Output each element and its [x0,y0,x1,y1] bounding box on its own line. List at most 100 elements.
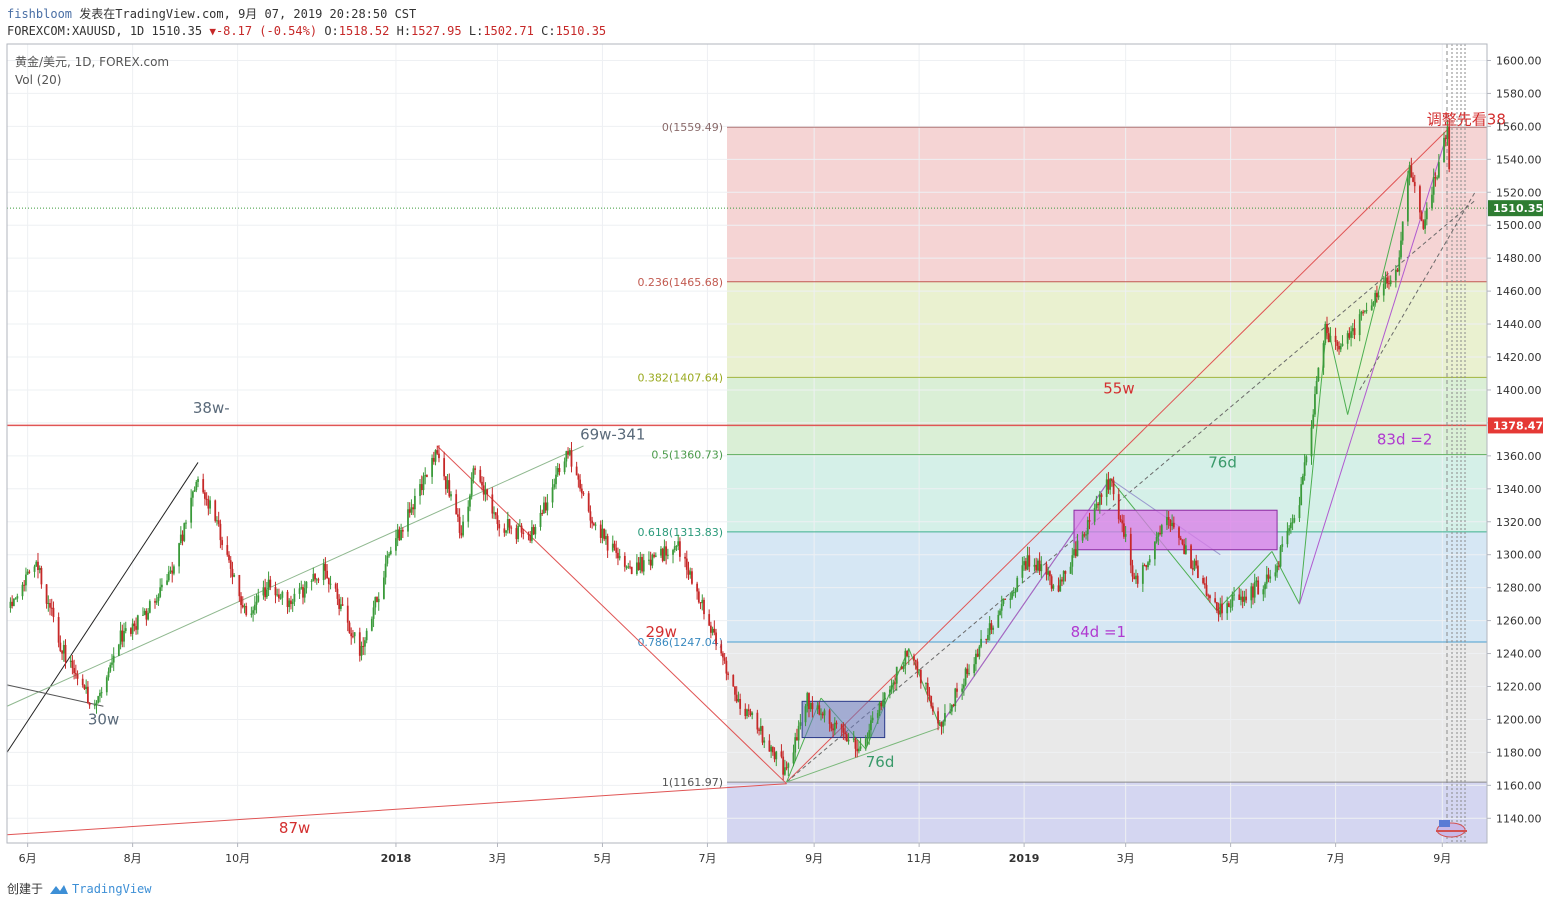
time-axis: 6月 8月 10月 2018 3月 5月 7月 9月 11月 2019 3月 5月 7月 9月 [19,843,1451,865]
time-tick-label: 11月 [907,852,932,865]
candle-body [1023,561,1026,566]
candle-body [1098,494,1101,506]
price-tick-label: 1540.00 [1496,153,1542,166]
candle-body [346,605,349,623]
candle-body [424,475,427,477]
candle-body [155,600,158,603]
wedge-line [1298,132,1448,605]
candle-body [1374,292,1377,303]
candle-body [1413,181,1416,187]
flag-icon[interactable] [1436,820,1467,838]
time-tick-label: 9月 [1433,852,1451,865]
candle-body [1377,295,1380,298]
candle-body [854,738,857,749]
candle-body [968,673,970,675]
tradingview-link[interactable]: TradingView [49,882,152,896]
candle-body [615,547,618,553]
candle-body [228,554,230,561]
candle-body [131,623,134,634]
candle-body [221,540,224,546]
candle-body [1021,565,1024,578]
candle-body [183,523,186,541]
candle-body [302,587,304,598]
candle-body [1193,560,1196,570]
candle-body [522,532,525,534]
candle-body [1279,546,1282,567]
candle-body [992,627,995,630]
candle-body [76,674,79,679]
candle-body [1002,598,1005,604]
candle-body [167,571,170,581]
candle-body [193,490,196,492]
candle-body [871,717,874,721]
candle-body [1028,555,1031,567]
candle-body [216,520,218,522]
candle-body [298,588,301,594]
candle-body [1095,503,1098,508]
candle-body [1238,594,1241,600]
candle-body [1302,475,1304,485]
candle-body [61,650,63,654]
candle-body [723,657,726,661]
candle-body [679,541,681,557]
candle-body [1011,592,1013,599]
candle-body [722,653,724,658]
chart-annotation: 调整先看38 [1427,111,1506,129]
candle-body [16,596,19,599]
candle-body [205,498,208,500]
candle-body [558,468,561,473]
candle-body [352,636,354,638]
candle-body [1012,592,1015,594]
candle-body [1205,584,1208,596]
close-label: C: [541,24,556,38]
candle-body [1269,576,1272,579]
candle-body [288,600,291,607]
last-price-label: 1510.35 [1493,202,1543,215]
candle-body [1396,269,1399,272]
candle-body [1049,571,1051,577]
candle-body [938,722,941,724]
candle-body [496,515,499,525]
candle-body [852,738,855,740]
candle-body [431,457,433,477]
candle-body [269,579,272,587]
down-arrow-icon: ▼ [209,25,216,38]
trend-line [6,783,787,836]
trend-line [6,462,199,753]
candle-body [1241,596,1244,602]
candle-body [1437,162,1440,178]
open-label: O: [324,24,339,38]
candle-body [455,494,458,515]
candle-body [756,712,759,730]
candle-body [902,665,905,669]
candle-body [444,476,447,490]
candle-body [9,601,12,608]
candle-body [617,552,619,559]
candle-body [494,512,497,516]
candle-body [467,506,470,522]
candle-body [627,566,630,568]
candle-body [744,708,747,717]
candle-body [329,583,332,585]
candle-body [823,710,826,716]
fib-label: 0.236(1465.68) [637,276,723,289]
candle-body [1073,549,1075,556]
candle-body [1014,591,1017,593]
candle-body [868,730,871,739]
chart-annotation: 69w-341 [580,425,645,443]
candle-body [398,529,401,541]
candle-body [505,530,507,533]
candle-body [928,694,931,696]
candle-body [1446,126,1449,140]
candle-body [438,453,440,459]
username[interactable]: fishbloom [7,7,73,21]
candle-body [12,598,15,606]
candle-body [1338,345,1340,350]
candle-body [1105,479,1108,497]
candle-body [257,595,260,602]
candle-body [601,528,604,538]
candle-body [1326,323,1328,334]
candle-body [785,767,788,769]
candle-body [950,704,953,712]
